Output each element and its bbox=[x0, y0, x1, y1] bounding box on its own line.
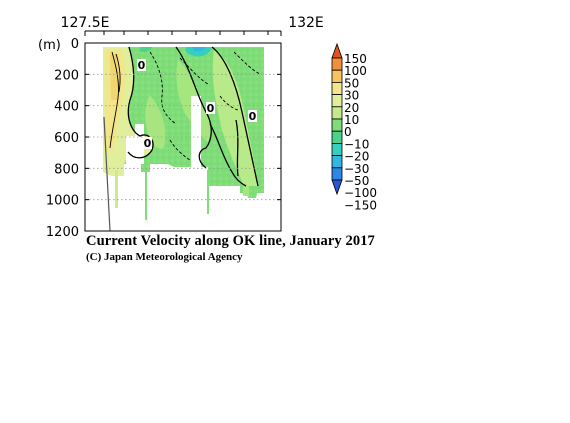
x-tick-label-132e: 132E bbox=[288, 15, 324, 31]
colorbar-label: 30 bbox=[344, 89, 359, 103]
colorbar-label: 50 bbox=[344, 76, 359, 90]
colorbar-label: 150 bbox=[344, 52, 367, 66]
colorbar-label: −100 bbox=[344, 186, 377, 200]
figure-credit: (C) Japan Meteorological Agency bbox=[86, 251, 243, 263]
colorbar-box bbox=[331, 179, 343, 196]
colorbar-box bbox=[331, 42, 343, 59]
depth-grid bbox=[85, 73, 281, 201]
contour-label: 0 bbox=[138, 59, 146, 72]
colorbar-box bbox=[331, 118, 343, 132]
plot-area: 0 0 0 0 bbox=[84, 42, 282, 232]
colorbar-label: −50 bbox=[344, 174, 369, 188]
contour-label: 0 bbox=[207, 102, 215, 115]
colorbar-box bbox=[331, 69, 343, 83]
colorbar-label: 100 bbox=[344, 64, 367, 78]
colorbar-box bbox=[331, 155, 343, 169]
colorbar-box bbox=[331, 57, 343, 71]
colorbar-box bbox=[331, 167, 343, 181]
colorbar-label: −150 bbox=[344, 198, 377, 212]
y-tick-label: 1000 bbox=[46, 194, 79, 209]
figure-title: Current Velocity along OK line, January … bbox=[86, 233, 375, 249]
y-tick-label: 0 bbox=[71, 37, 79, 52]
colorbar-box bbox=[331, 82, 343, 96]
colorbar-box bbox=[331, 142, 343, 156]
colorbar-box bbox=[331, 94, 343, 108]
contour-label: 0 bbox=[144, 137, 152, 150]
y-tick-label: 600 bbox=[54, 131, 79, 146]
contour-label: 0 bbox=[249, 110, 257, 123]
colorbar-label: −30 bbox=[344, 162, 369, 176]
colorbar-box bbox=[331, 130, 343, 144]
y-tick-label: 400 bbox=[54, 100, 79, 115]
y-unit-label: (m) bbox=[38, 38, 61, 53]
colorbar-label: −10 bbox=[344, 137, 369, 151]
colorbar-label: 20 bbox=[344, 101, 359, 115]
depth-axis: (m) 0 200 400 600 800 1000 1200 bbox=[38, 37, 281, 240]
colorbar-label: 0 bbox=[344, 125, 352, 139]
x-tick-label-127-5e: 127.5E bbox=[61, 15, 110, 31]
colorbar-label: 10 bbox=[344, 113, 359, 127]
y-tick-label: 200 bbox=[54, 68, 79, 83]
colorbar-label: −20 bbox=[344, 150, 369, 164]
contour-labels: 0 0 0 0 bbox=[137, 59, 257, 150]
y-tick-label: 800 bbox=[54, 162, 79, 177]
y-tick-label: 1200 bbox=[46, 225, 79, 240]
top-longitude-axis: 127.5E 132E bbox=[61, 15, 324, 36]
colorbar-box bbox=[331, 106, 343, 120]
